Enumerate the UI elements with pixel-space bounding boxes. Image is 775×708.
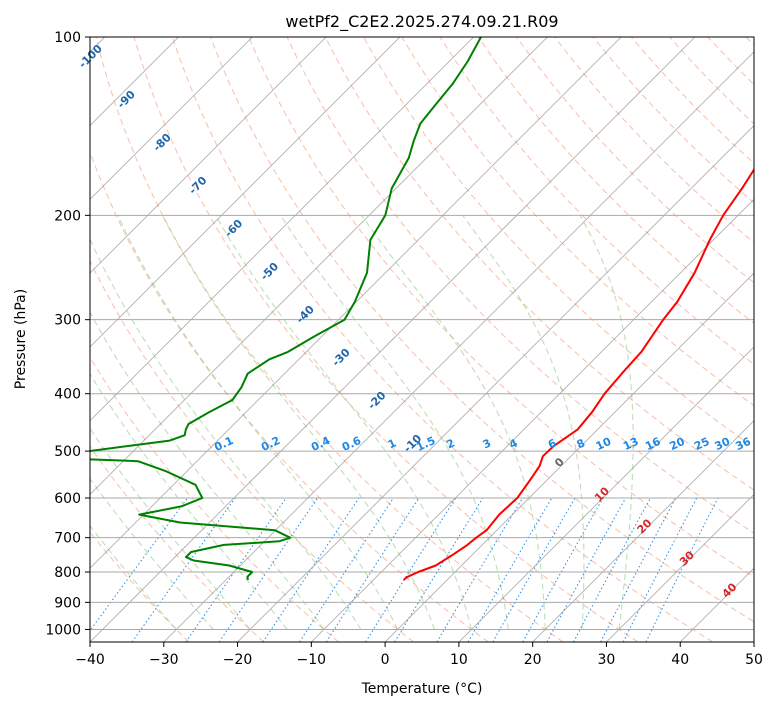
mixing-ratio-line xyxy=(600,497,677,642)
mixing-ratio-label: 13 xyxy=(621,435,640,453)
dry-adiabat-line xyxy=(90,356,339,642)
isotherm-line xyxy=(90,37,327,274)
dry-adiabat-line xyxy=(95,37,564,642)
y-tick-label: 200 xyxy=(54,208,81,224)
isotherm-line xyxy=(606,493,754,642)
plot-area xyxy=(90,37,754,642)
isotherm-line xyxy=(90,37,548,496)
x-axis-ticks: −40 −30 −20 −10 0 10 20 30 40 50 xyxy=(75,642,763,668)
moist-adiabat-line xyxy=(117,215,399,630)
mixing-ratio-label: 10 xyxy=(594,435,614,453)
dry-adiabat-line xyxy=(90,259,414,642)
dry-adiabat-line xyxy=(248,37,754,578)
y-axis-label: Pressure (hPa) xyxy=(13,289,29,389)
isotherm-line xyxy=(90,37,401,348)
mixing-ratio-line xyxy=(131,497,236,642)
mixing-ratio-line xyxy=(573,497,651,642)
x-tick-label: −10 xyxy=(297,652,327,668)
chart-title: wetPf2_C2E2.2025.274.09.21.R09 xyxy=(285,12,558,32)
x-axis-label: Temperature (°C) xyxy=(361,681,483,697)
x-tick-label: 50 xyxy=(745,652,763,668)
x-tick-label: −30 xyxy=(149,652,179,668)
y-tick-label: 900 xyxy=(54,595,81,611)
dry-adiabat-line xyxy=(90,445,265,642)
dry-adiabat-line xyxy=(477,37,754,325)
isotherm-line xyxy=(90,37,253,200)
y-tick-label: 100 xyxy=(54,30,81,46)
x-tick-label: 0 xyxy=(381,652,390,668)
x-tick-label: −40 xyxy=(75,652,105,668)
y-tick-label: 300 xyxy=(54,313,81,329)
y-tick-label: 500 xyxy=(54,444,81,460)
dry-adiabat-line xyxy=(210,37,754,623)
x-tick-label: 40 xyxy=(671,652,689,668)
dewpoint-profile-line xyxy=(90,37,482,581)
moist-adiabat-line xyxy=(90,311,325,630)
mixing-ratio-line xyxy=(394,497,484,642)
isotherm-line xyxy=(90,37,474,422)
isotherm-line xyxy=(311,198,754,642)
dry-adiabat-line xyxy=(171,37,713,642)
mixing-ratio-line xyxy=(546,497,627,642)
y-tick-label: 400 xyxy=(54,387,81,403)
x-tick-label: 30 xyxy=(598,652,616,668)
dry-adiabat-line xyxy=(516,37,754,284)
y-tick-label: 700 xyxy=(54,531,81,547)
y-tick-label: 1000 xyxy=(45,622,81,638)
mixing-ratio-label: 16 xyxy=(643,435,663,453)
mixing-ratio-label: 30 xyxy=(713,435,733,453)
isotherm-line xyxy=(237,124,754,642)
mixing-ratio-line xyxy=(262,497,360,642)
mixing-ratio-line xyxy=(645,497,719,642)
isotherm-line xyxy=(384,272,754,642)
mixing-ratio-line xyxy=(90,497,188,632)
dry-adiabat-line xyxy=(324,37,754,491)
y-tick-label: 800 xyxy=(54,565,81,581)
background-lines xyxy=(90,37,754,642)
isotherm-line xyxy=(458,346,754,642)
mixing-ratio-label: 20 xyxy=(668,435,688,453)
dry-adiabat-line xyxy=(133,37,639,642)
dry-adiabat-line xyxy=(286,37,754,534)
mixing-ratio-line xyxy=(436,497,524,642)
x-tick-label: −20 xyxy=(223,652,253,668)
mixing-ratio-label: 36 xyxy=(733,435,753,453)
mixing-ratio-label: 25 xyxy=(692,435,711,453)
isotherm-line xyxy=(163,51,754,642)
mixing-ratio-line xyxy=(622,497,698,642)
isotherm-line xyxy=(90,37,696,642)
y-tick-label: 600 xyxy=(54,491,81,507)
temperature-profile-line xyxy=(402,167,754,581)
y-axis-ticks: 100 200 300 400 500 600 700 800 900 1000 xyxy=(45,30,90,638)
isotherm-line xyxy=(532,420,754,642)
x-tick-label: 20 xyxy=(524,652,542,668)
isotherm-line xyxy=(90,37,622,569)
plot-frame xyxy=(89,36,755,643)
x-tick-label: 10 xyxy=(450,652,468,668)
profile-lines xyxy=(90,37,754,581)
